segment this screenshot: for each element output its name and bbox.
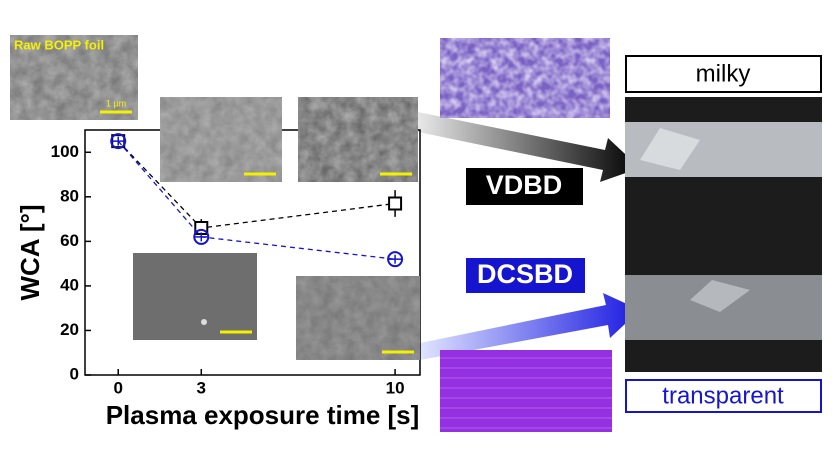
y-tick-label: 80 [60,186,79,205]
photo-glare [640,128,700,170]
plasma-lines [440,357,612,429]
plasma-texture [440,38,610,118]
sem-texture [298,97,418,182]
plasma-image [440,350,612,432]
y-tick-label: 40 [60,275,79,294]
y-tick-label: 20 [60,320,79,339]
scale-label: 1 µm [106,98,126,108]
y-axis-label: WCA [°] [15,204,45,300]
series-label-box [466,168,583,205]
insets [133,97,420,360]
sem-texture [10,35,138,120]
sem-defect [201,319,207,325]
x-tick-label: 0 [113,378,122,397]
sem-texture [296,276,420,360]
x-axis-label: Plasma exposure time [s] [106,400,420,430]
plot: 0 20 40 60 80 100 0 3 10 WCA [°] Plasma exposure t… [15,129,421,430]
sem-texture [160,97,282,182]
series-label: VDBD [486,170,563,200]
transparent-label: transparent [662,382,784,409]
series-label: DCSBD [477,259,573,289]
arrow [420,293,640,360]
data-point [388,196,403,211]
x-tick-label: 3 [197,378,206,397]
y-tick-label: 100 [51,142,79,161]
x-tick-label: 10 [386,378,405,397]
sem-image [133,253,257,340]
label-box [625,379,822,413]
milky-label: milky [696,60,751,87]
raw-foil-label: Raw BOPP foil [14,37,104,52]
series-label-box [466,258,585,293]
y-tick-label: 0 [70,364,79,383]
label-box [625,55,822,93]
arrow [418,112,640,182]
y-tick-label: 60 [60,231,79,250]
photo-glare [690,280,750,312]
